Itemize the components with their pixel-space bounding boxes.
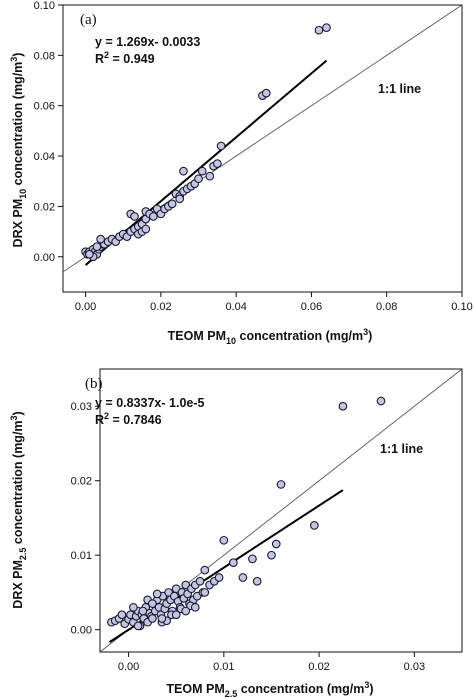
data-point-a	[141, 224, 151, 234]
data-point-a	[179, 166, 188, 176]
plot-frame-a	[62, 4, 463, 293]
data-point-b	[190, 602, 200, 612]
data-point-b	[148, 599, 157, 608]
data-point-a	[96, 234, 105, 244]
data-point-b	[248, 554, 257, 564]
y-tick-label-b: 0.00	[71, 625, 92, 637]
data-point-b	[276, 480, 286, 489]
y-tick-label-b: 0.02	[71, 476, 92, 488]
data-point-b	[214, 573, 224, 582]
data-point-b	[267, 550, 276, 560]
data-point-a	[322, 23, 331, 33]
data-point-a	[130, 212, 139, 221]
data-points-a	[81, 23, 331, 262]
regression-equation-a: y = 1.269x- 0.0033	[95, 35, 200, 49]
data-point-b	[138, 606, 148, 616]
one-to-one-label-a: 1:1 line	[378, 82, 421, 96]
data-point-b	[181, 606, 191, 616]
data-point-b	[195, 576, 205, 586]
panel-label-a: (a)	[80, 12, 97, 28]
data-point-b	[200, 588, 210, 597]
y-tick-label-a: 0.10	[34, 0, 55, 12]
data-point-b	[152, 589, 162, 599]
data-point-b	[219, 535, 229, 545]
plot-frame-b	[99, 368, 463, 653]
data-point-a	[205, 171, 215, 181]
y-tick-label-a: 0.00	[34, 252, 55, 264]
x-tick-label-b: 0.02	[308, 661, 329, 673]
data-point-b	[117, 610, 127, 620]
data-point-a	[148, 212, 158, 221]
data-point-a	[84, 249, 94, 259]
data-point-b	[128, 602, 138, 612]
y-tick-label-a: 0.02	[34, 201, 55, 213]
x-tick-label-b: 0.00	[118, 661, 139, 673]
data-point-a	[314, 25, 324, 35]
data-point-a	[261, 88, 271, 98]
data-point-a	[92, 242, 102, 252]
x-ticks-a: 0.00 0.02 0.04 0.06 0.08 0.10	[75, 292, 473, 313]
data-point-b	[252, 576, 262, 586]
regression-equation-b: y = 0.8337x- 1.0e-5	[95, 396, 205, 410]
x-ticks-b: 0.00 0.01 0.02 0.03	[118, 652, 425, 673]
data-point-b	[309, 521, 319, 530]
x-tick-label-b: 0.03	[404, 661, 425, 673]
data-point-b	[271, 539, 281, 549]
data-point-b	[229, 558, 238, 567]
x-axis-label-a: TEOM PM10 concentration (mg/m3)	[168, 327, 373, 346]
y-tick-label-a: 0.04	[34, 151, 55, 163]
r-squared-b: R2 = 0.7846	[95, 411, 162, 427]
y-axis-label-b: DRX PM2.5 concentration (mg/m3)	[9, 411, 28, 608]
data-point-a	[212, 159, 222, 168]
data-point-b	[338, 401, 348, 411]
y-tick-label-a: 0.08	[34, 50, 55, 62]
r-squared-a: R2 = 0.949	[95, 50, 155, 66]
y-axis-label-a: DRX PM10 concentration (mg/m3)	[9, 53, 28, 248]
x-tick-label-a: 0.02	[150, 301, 171, 313]
x-tick-label-a: 0.06	[301, 301, 322, 313]
y-tick-label-b: 0.03	[71, 401, 92, 413]
data-point-a	[194, 174, 203, 184]
x-tick-label-b: 0.01	[213, 661, 234, 673]
x-tick-label-a: 0.04	[225, 301, 246, 313]
one-to-one-label-b: 1:1 line	[380, 442, 423, 456]
panel-label-b: (b)	[85, 376, 103, 392]
y-ticks-b: 0.00 0.01 0.02 0.03	[71, 401, 100, 637]
panel-a: 0.00 0.02 0.04 0.06 0.08 0.10 0.000.020.040.0…	[9, 0, 473, 346]
data-point-b	[171, 610, 181, 620]
x-tick-label-a: 0.08	[376, 301, 397, 313]
data-point-b	[200, 565, 210, 575]
data-point-b	[157, 614, 167, 623]
data-point-a	[167, 199, 177, 209]
data-point-a	[197, 166, 207, 176]
data-point-a	[216, 141, 226, 151]
y-tick-label-a: 0.06	[34, 101, 55, 113]
data-point-b	[133, 621, 143, 631]
data-point-a	[175, 194, 185, 204]
x-axis-label-b: TEOM PM2.5 concentration (mg/m3)	[166, 680, 373, 698]
data-point-b	[376, 396, 386, 406]
panel-b: 0.00 0.01 0.02 0.03 0.00 0.01 0.02 0.03 (b) y …	[9, 368, 463, 698]
x-tick-label-a: 0.10	[451, 301, 472, 313]
data-point-b	[238, 573, 248, 582]
data-points-b	[107, 396, 386, 631]
x-tick-label-a: 0.00	[75, 301, 96, 313]
y-ticks-a: 0.00 0.02 0.04 0.06 0.08 0.10	[34, 0, 63, 264]
y-tick-label-b: 0.01	[71, 550, 92, 562]
data-point-b	[148, 614, 157, 623]
